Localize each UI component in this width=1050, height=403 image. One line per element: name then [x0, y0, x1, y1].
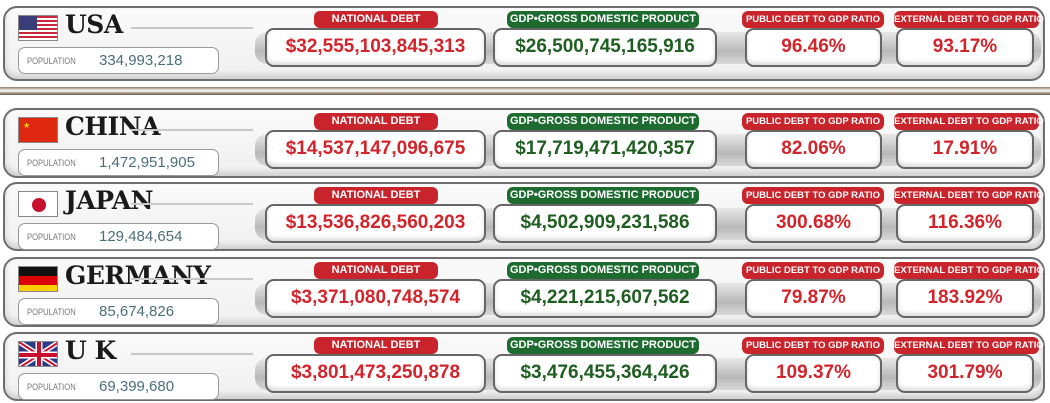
population-box: POPULATION 129,484,654 [18, 223, 219, 250]
national-debt-label: NATIONAL DEBT [314, 262, 438, 279]
public-debt-ratio-label: PUBLIC DEBT TO GDP RATIO [742, 11, 884, 28]
gdp-label: GDP•GROSS DOMESTIC PRODUCT [507, 187, 699, 204]
country-name: USA [65, 10, 123, 39]
us-flag-icon [18, 15, 58, 41]
public-debt-ratio-box: 79.87% [745, 279, 882, 318]
population-box: POPULATION 85,674,826 [18, 298, 219, 325]
public-debt-ratio-box: 109.37% [745, 354, 882, 393]
gdp-box: $3,476,455,364,426 [493, 354, 717, 393]
external-debt-ratio-box: 17.91% [896, 130, 1034, 169]
national-debt-label: NATIONAL DEBT [314, 113, 438, 130]
germany-flag-icon [18, 266, 58, 292]
public-debt-ratio-box: 96.46% [745, 28, 882, 67]
country-name: U K [65, 336, 116, 365]
population-label: POPULATION [27, 56, 76, 66]
svg-text:★: ★ [23, 121, 30, 130]
gdp-label: GDP•GROSS DOMESTIC PRODUCT [507, 113, 699, 130]
country-name: CHINA [65, 112, 160, 141]
national-debt-value: $32,555,103,845,313 [285, 36, 466, 57]
external-debt-ratio-box: 116.36% [896, 204, 1034, 243]
population-label: POPULATION [27, 158, 76, 168]
external-debt-ratio-box: 183.92% [896, 279, 1034, 318]
country-row-uk: U K POPULATION 69,399,680 NATIONAL DEBT $3,8… [3, 332, 1045, 401]
national-debt-label: NATIONAL DEBT [314, 337, 438, 354]
public-debt-ratio-value: 96.46% [781, 36, 846, 57]
national-debt-box: $14,537,147,096,675 [265, 130, 486, 169]
country-name: GERMANY [65, 261, 211, 290]
gdp-label: GDP•GROSS DOMESTIC PRODUCT [507, 262, 699, 279]
population-value: 334,993,218 [99, 52, 183, 69]
population-value: 129,484,654 [99, 228, 183, 245]
external-debt-ratio-label: EXTERNAL DEBT TO GDP RATIO [894, 337, 1044, 354]
external-debt-ratio-box: 93.17% [896, 28, 1034, 67]
divider-line [131, 27, 253, 29]
public-debt-ratio-value: 300.68% [775, 212, 851, 233]
population-box: POPULATION 69,399,680 [18, 373, 219, 400]
divider-line [131, 278, 253, 280]
public-debt-ratio-label: PUBLIC DEBT TO GDP RATIO [742, 262, 884, 279]
external-debt-ratio-value: 116.36% [928, 212, 1002, 233]
gdp-value: $26,500,745,165,916 [515, 36, 695, 57]
national-debt-value: $3,371,080,748,574 [290, 287, 461, 308]
external-debt-ratio-value: 93.17% [932, 36, 998, 57]
public-debt-ratio-label: PUBLIC DEBT TO GDP RATIO [742, 187, 884, 204]
external-debt-ratio-label: EXTERNAL DEBT TO GDP RATIO [894, 187, 1044, 204]
section-divider [0, 87, 1050, 95]
gdp-value: $3,476,455,364,426 [520, 362, 690, 383]
public-debt-ratio-label: PUBLIC DEBT TO GDP RATIO [742, 337, 884, 354]
public-debt-ratio-box: 82.06% [745, 130, 882, 169]
uk-flag-icon [18, 341, 58, 367]
external-debt-ratio-label: EXTERNAL DEBT TO GDP RATIO [894, 113, 1044, 130]
gdp-box: $26,500,745,165,916 [493, 28, 717, 67]
population-value: 69,399,680 [99, 378, 175, 395]
national-debt-value: $14,537,147,096,675 [285, 138, 466, 159]
gdp-box: $4,221,215,607,562 [493, 279, 717, 318]
gdp-value: $4,502,909,231,586 [520, 212, 690, 233]
national-debt-label: NATIONAL DEBT [314, 187, 438, 204]
country-row-japan: JAPAN POPULATION 129,484,654 NATIONAL DEBT $… [3, 182, 1045, 251]
country-name: JAPAN [65, 186, 153, 215]
country-row-germany: GERMANY POPULATION 85,674,826 NATIONAL DEBT… [3, 257, 1045, 327]
external-debt-ratio-label: EXTERNAL DEBT TO GDP RATIO [894, 262, 1044, 279]
external-debt-ratio-value: 183.92% [927, 287, 1003, 308]
gdp-label: GDP•GROSS DOMESTIC PRODUCT [507, 11, 699, 28]
public-debt-ratio-value: 82.06% [781, 138, 846, 159]
gdp-value: $4,221,215,607,562 [520, 287, 690, 308]
external-debt-ratio-label: EXTERNAL DEBT TO GDP RATIO [894, 11, 1044, 28]
divider-line [131, 203, 253, 205]
national-debt-box: $3,371,080,748,574 [265, 279, 486, 318]
external-debt-ratio-box: 301.79% [896, 354, 1034, 393]
country-row-usa: USA POPULATION 334,993,218 NATIONAL DEBT $32… [3, 6, 1045, 81]
population-label: POPULATION [27, 232, 76, 242]
national-debt-value: $3,801,473,250,878 [290, 362, 461, 383]
national-debt-box: $3,801,473,250,878 [265, 354, 486, 393]
population-value: 85,674,826 [99, 303, 175, 320]
gdp-box: $17,719,471,420,357 [493, 130, 717, 169]
national-debt-box: $13,536,826,560,203 [265, 204, 486, 243]
japan-flag-icon [18, 191, 58, 217]
gdp-label: GDP•GROSS DOMESTIC PRODUCT [507, 337, 699, 354]
public-debt-ratio-value: 79.87% [781, 287, 846, 308]
divider-line [131, 353, 253, 355]
china-flag-icon: ★ [18, 117, 58, 143]
national-debt-value: $13,536,826,560,203 [285, 212, 466, 233]
population-label: POPULATION [27, 307, 76, 317]
gdp-box: $4,502,909,231,586 [493, 204, 717, 243]
divider-line [131, 129, 253, 131]
public-debt-ratio-value: 109.37% [775, 362, 851, 383]
national-debt-box: $32,555,103,845,313 [265, 28, 486, 67]
public-debt-ratio-box: 300.68% [745, 204, 882, 243]
population-label: POPULATION [27, 382, 76, 392]
national-debt-label: NATIONAL DEBT [314, 11, 438, 28]
population-box: POPULATION 334,993,218 [18, 47, 219, 74]
country-row-china: ★ CHINA POPULATION 1,472,951,905 NATIONAL DE… [3, 108, 1045, 178]
external-debt-ratio-value: 301.79% [927, 362, 1003, 383]
population-box: POPULATION 1,472,951,905 [18, 149, 219, 176]
gdp-value: $17,719,471,420,357 [515, 138, 695, 159]
public-debt-ratio-label: PUBLIC DEBT TO GDP RATIO [742, 113, 884, 130]
external-debt-ratio-value: 17.91% [932, 138, 998, 159]
population-value: 1,472,951,905 [99, 154, 195, 171]
